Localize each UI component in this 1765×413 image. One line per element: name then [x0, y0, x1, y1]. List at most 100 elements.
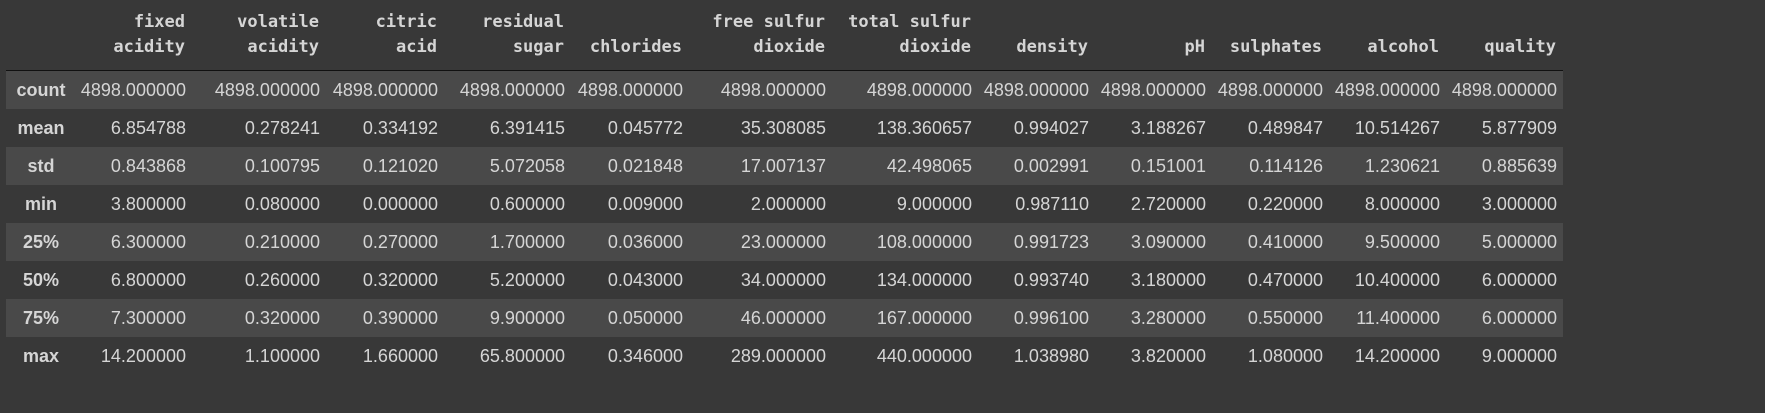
table-cell: 4898.000000: [1334, 79, 1440, 100]
column-header: free sulfur dioxide: [689, 0, 832, 71]
table-cell: 34.000000: [740, 269, 826, 290]
header-row: fixed acidity volatile acidity citric acid…: [6, 0, 1563, 71]
row-index-label: std: [27, 155, 55, 176]
table-cell: 10.514267: [1354, 117, 1440, 138]
table-cell: 3.820000: [1130, 345, 1206, 366]
table-cell: 4898.000000: [866, 79, 972, 100]
table-cell: 3.800000: [110, 193, 186, 214]
table-cell: 0.080000: [244, 193, 320, 214]
table-cell: 6.391415: [489, 117, 565, 138]
table-row: count 4898.000000 4898.000000 4898.000000 48…: [6, 70, 1563, 109]
column-header: fixed acidity: [76, 0, 192, 71]
table-cell: 0.021848: [607, 155, 683, 176]
column-header: density: [978, 0, 1095, 71]
table-cell: 0.036000: [607, 231, 683, 252]
table-cell: 4898.000000: [983, 79, 1089, 100]
table-cell: 6.800000: [110, 269, 186, 290]
table-cell: 14.200000: [1354, 345, 1440, 366]
table-cell: 0.550000: [1247, 307, 1323, 328]
table-cell: 0.210000: [244, 231, 320, 252]
table-row: max 14.200000 1.100000 1.660000 65.800000 0.3…: [6, 337, 1563, 375]
table-cell: 65.800000: [479, 345, 565, 366]
describe-table: fixed acidity volatile acidity citric acid…: [6, 0, 1563, 375]
table-cell: 108.000000: [876, 231, 972, 252]
table-cell: 1.700000: [489, 231, 565, 252]
table-cell: 3.180000: [1130, 269, 1206, 290]
table-cell: 4898.000000: [80, 79, 186, 100]
table-cell: 4898.000000: [577, 79, 683, 100]
table-row: std 0.843868 0.100795 0.121020 5.072058 0.021…: [6, 147, 1563, 185]
table-cell: 440.000000: [876, 345, 972, 366]
table-cell: 9.500000: [1364, 231, 1440, 252]
table-cell: 4898.000000: [1451, 79, 1557, 100]
table-cell: 14.200000: [100, 345, 186, 366]
index-header-corner: [6, 0, 76, 71]
row-index-label: max: [22, 345, 60, 366]
table-cell: 4898.000000: [1100, 79, 1206, 100]
table-cell: 0.994027: [1013, 117, 1089, 138]
column-header: pH: [1095, 0, 1212, 71]
table-cell: 9.000000: [896, 193, 972, 214]
table-cell: 0.260000: [244, 269, 320, 290]
table-cell: 2.000000: [750, 193, 826, 214]
table-cell: 0.489847: [1247, 117, 1323, 138]
table-cell: 9.900000: [489, 307, 565, 328]
dataframe-output: fixed acidity volatile acidity citric acid…: [6, 0, 1563, 375]
table-cell: 3.280000: [1130, 307, 1206, 328]
table-cell: 4898.000000: [1217, 79, 1323, 100]
table-cell: 167.000000: [876, 307, 972, 328]
table-cell: 35.308085: [740, 117, 826, 138]
table-cell: 0.114126: [1249, 155, 1323, 176]
table-cell: 0.100795: [244, 155, 320, 176]
table-row: 50% 6.800000 0.260000 0.320000 5.200000 0.043…: [6, 261, 1563, 299]
table-cell: 46.000000: [740, 307, 826, 328]
table-cell: 0.045772: [607, 117, 683, 138]
table-cell: 0.320000: [362, 269, 438, 290]
table-cell: 4898.000000: [214, 79, 320, 100]
table-cell: 0.050000: [607, 307, 683, 328]
table-cell: 0.390000: [362, 307, 438, 328]
table-body: count 4898.000000 4898.000000 4898.000000 48…: [6, 70, 1563, 375]
row-index-label: mean: [17, 117, 65, 138]
table-cell: 4898.000000: [332, 79, 438, 100]
row-index-label: 50%: [22, 269, 60, 290]
table-cell: 0.600000: [489, 193, 565, 214]
table-cell: 8.000000: [1364, 193, 1440, 214]
table-cell: 0.346000: [607, 345, 683, 366]
table-cell: 6.300000: [110, 231, 186, 252]
column-header: chlorides: [571, 0, 689, 71]
table-cell: 5.200000: [489, 269, 565, 290]
column-header: total sulfur dioxide: [832, 0, 978, 71]
table-cell: 134.000000: [876, 269, 972, 290]
table-cell: 1.660000: [362, 345, 438, 366]
table-cell: 7.300000: [110, 307, 186, 328]
table-cell: 0.320000: [244, 307, 320, 328]
row-index-label: count: [16, 79, 66, 100]
table-cell: 2.720000: [1130, 193, 1206, 214]
column-header: citric acid: [326, 0, 444, 71]
table-cell: 4898.000000: [459, 79, 565, 100]
table-cell: 1.100000: [244, 345, 320, 366]
column-header: sulphates: [1212, 0, 1329, 71]
table-cell: 0.278241: [244, 117, 320, 138]
table-cell: 6.000000: [1481, 269, 1557, 290]
table-row: 25% 6.300000 0.210000 0.270000 1.700000 0.036…: [6, 223, 1563, 261]
table-cell: 0.270000: [362, 231, 438, 252]
table-row: mean 6.854788 0.278241 0.334192 6.391415 0.04…: [6, 109, 1563, 147]
row-index-label: 25%: [22, 231, 60, 252]
table-cell: 5.877909: [1481, 117, 1557, 138]
table-cell: 4898.000000: [720, 79, 826, 100]
column-header: residual sugar: [444, 0, 571, 71]
table-cell: 9.000000: [1481, 345, 1557, 366]
table-row: 75% 7.300000 0.320000 0.390000 9.900000 0.050…: [6, 299, 1563, 337]
table-cell: 10.400000: [1354, 269, 1440, 290]
table-cell: 5.072058: [489, 155, 565, 176]
table-cell: 0.987110: [1015, 193, 1089, 214]
table-cell: 0.843868: [110, 155, 186, 176]
table-cell: 1.080000: [1247, 345, 1323, 366]
table-cell: 6.000000: [1481, 307, 1557, 328]
column-header: volatile acidity: [192, 0, 326, 71]
table-cell: 3.188267: [1130, 117, 1206, 138]
table-cell: 23.000000: [740, 231, 826, 252]
row-index-label: 75%: [22, 307, 60, 328]
